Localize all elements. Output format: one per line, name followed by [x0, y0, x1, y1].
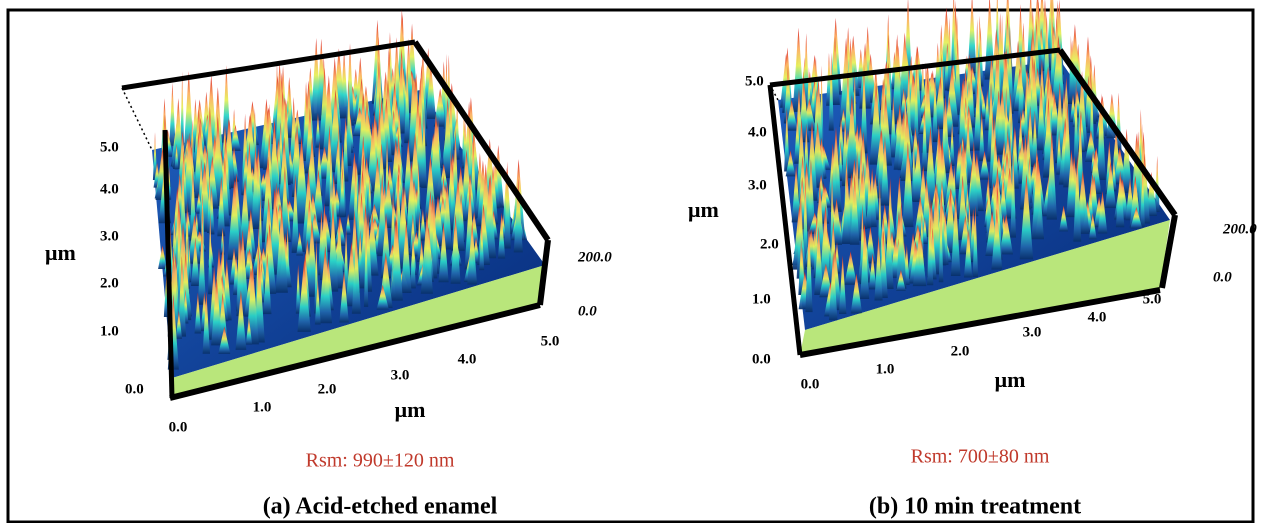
y-tick-label: 0.0 — [578, 303, 597, 319]
x-tick-label: 3.0 — [1023, 324, 1042, 340]
z-tick-label: 3.0 — [100, 228, 119, 244]
x-tick-label: 0.0 — [801, 376, 820, 392]
x-tick-label: 5.0 — [541, 333, 560, 349]
right-edge — [540, 240, 548, 305]
back-edge — [122, 42, 415, 88]
z-tick-label: 3.0 — [748, 177, 767, 193]
z-axis-title: μm — [45, 240, 76, 265]
x-tick-label: 4.0 — [458, 351, 477, 367]
z-tick-label: 0.0 — [752, 351, 771, 367]
x-tick-label: 5.0 — [1143, 291, 1162, 307]
figure: 0.0 1.0 2.0 3.0 4.0 5.0 μm 0.0 1.0 2.0 3.0 4.0 5.0 μm… — [0, 0, 1261, 523]
z-tick-label: 4.0 — [100, 181, 119, 197]
z-tick-label: 2.0 — [100, 275, 119, 291]
roughness-label: Rsm: 700±80 nm — [911, 446, 1050, 468]
z-tick-label: 1.0 — [100, 323, 119, 339]
z-axis-title: μm — [688, 197, 719, 222]
x-axis-title: μm — [395, 397, 426, 422]
z-tick-label: 5.0 — [100, 139, 119, 155]
panel-caption: (b) 10 min treatment — [869, 494, 1081, 520]
y-tick-label: 200.0 — [577, 249, 612, 265]
panel-caption: (a) Acid-etched enamel — [263, 494, 498, 520]
y-tick-label: 200.0 — [1222, 221, 1257, 237]
z-tick-label: 4.0 — [748, 124, 767, 140]
z-tick-label: 5.0 — [745, 73, 764, 89]
y-tick-label: 0.0 — [1213, 269, 1232, 285]
x-axis-title: μm — [995, 367, 1026, 392]
surface-peak — [346, 43, 354, 125]
x-tick-label: 2.0 — [951, 343, 970, 359]
afm-panel: 0.0 1.0 2.0 3.0 4.0 5.0 μm 0.0 1.0 2.0 3.0 4.0 5.0 μm… — [688, 0, 1257, 520]
x-tick-label: 2.0 — [318, 381, 337, 397]
surface-peak — [169, 83, 175, 146]
afm-panel: 0.0 1.0 2.0 3.0 4.0 5.0 μm 0.0 1.0 2.0 3.0 4.0 5.0 μm… — [45, 10, 612, 520]
x-tick-label: 4.0 — [1088, 309, 1107, 325]
x-tick-label: 1.0 — [253, 399, 272, 415]
z-tick-label: 1.0 — [752, 291, 771, 307]
back-dotted — [122, 88, 152, 150]
roughness-label: Rsm: 990±120 nm — [306, 450, 455, 472]
z-tick-label: 0.0 — [125, 381, 144, 397]
z-tick-label: 2.0 — [760, 236, 779, 252]
surfaces: 0.0 1.0 2.0 3.0 4.0 5.0 μm 0.0 1.0 2.0 3.0 4.0 5.0 μm… — [45, 0, 1257, 520]
x-tick-label: 1.0 — [876, 361, 895, 377]
x-tick-label: 3.0 — [391, 367, 410, 383]
x-tick-label: 0.0 — [169, 419, 188, 435]
